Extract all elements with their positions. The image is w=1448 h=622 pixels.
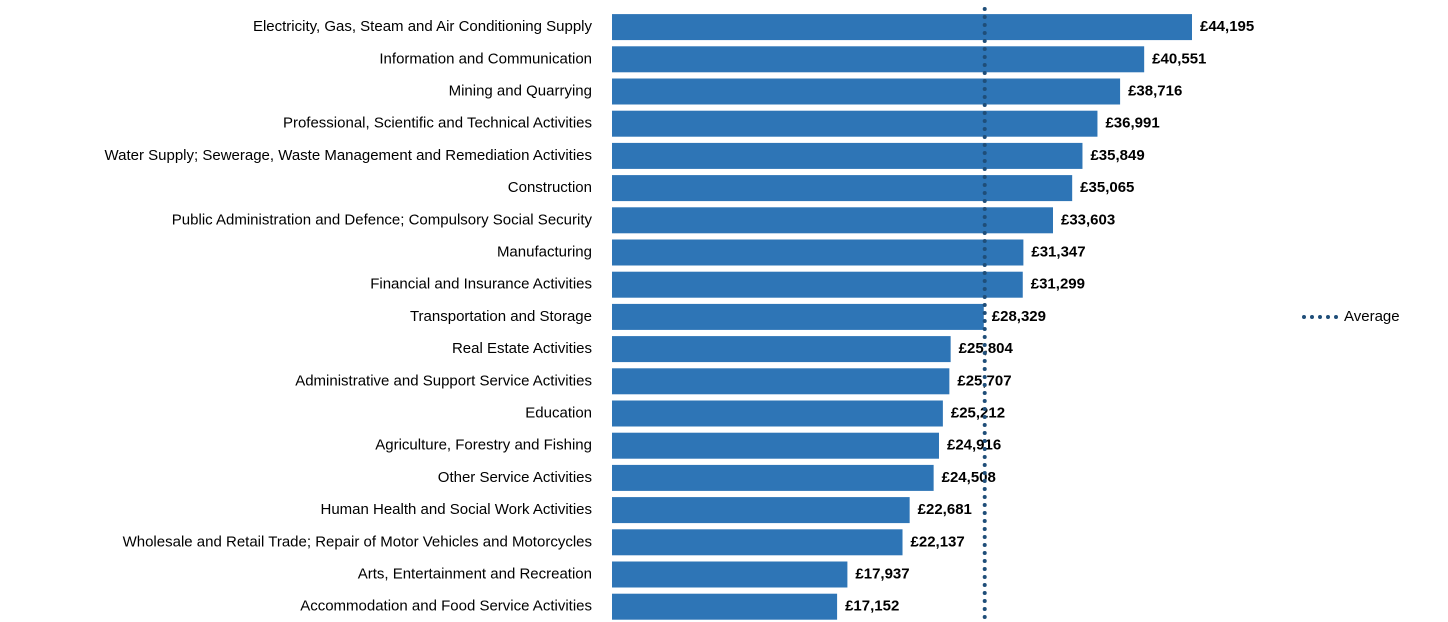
bar xyxy=(612,464,934,491)
bar xyxy=(612,368,950,395)
value-label: £22,681 xyxy=(918,501,972,518)
category-label: Wholesale and Retail Trade; Repair of Mo… xyxy=(123,533,592,550)
category-label: Transportation and Storage xyxy=(410,308,592,325)
bar xyxy=(612,110,1098,137)
category-label: Water Supply; Sewerage, Waste Management… xyxy=(105,147,592,164)
category-label: Electricity, Gas, Steam and Air Conditio… xyxy=(253,18,593,35)
value-label: £25,212 xyxy=(951,404,1005,421)
value-label: £24,916 xyxy=(947,437,1001,454)
value-label: £25,707 xyxy=(957,372,1011,389)
bar xyxy=(612,271,1023,298)
value-label: £17,152 xyxy=(845,598,899,615)
bar xyxy=(612,400,943,427)
category-label: Real Estate Activities xyxy=(452,340,592,357)
value-label: £40,551 xyxy=(1152,50,1206,67)
category-label: Accommodation and Food Service Activitie… xyxy=(300,598,592,615)
bar xyxy=(612,593,838,620)
value-label: £38,716 xyxy=(1128,82,1182,99)
bar xyxy=(612,207,1053,234)
category-label: Public Administration and Defence; Compu… xyxy=(172,211,593,228)
value-label: £28,329 xyxy=(992,308,1046,325)
value-label: £25,804 xyxy=(959,340,1014,357)
value-label: £44,195 xyxy=(1200,18,1254,35)
category-label: Arts, Entertainment and Recreation xyxy=(358,565,592,582)
category-label: Administrative and Support Service Activ… xyxy=(295,372,592,389)
value-label: £35,849 xyxy=(1090,147,1144,164)
category-label: Manufacturing xyxy=(497,243,592,260)
value-label: £17,937 xyxy=(855,565,909,582)
category-label: Agriculture, Forestry and Fishing xyxy=(375,437,592,454)
bar xyxy=(612,46,1145,73)
bar xyxy=(612,432,939,459)
value-label: £33,603 xyxy=(1061,211,1115,228)
category-label: Information and Communication xyxy=(379,50,592,67)
category-label: Other Service Activities xyxy=(438,469,592,486)
value-label: £31,299 xyxy=(1031,276,1085,293)
bar xyxy=(612,497,910,524)
category-label: Financial and Insurance Activities xyxy=(370,276,592,293)
bar xyxy=(612,78,1121,105)
category-label: Professional, Scientific and Technical A… xyxy=(283,115,592,132)
value-label: £22,137 xyxy=(911,533,965,550)
value-label: £31,347 xyxy=(1031,243,1085,260)
bar xyxy=(612,239,1024,266)
value-label: £24,508 xyxy=(942,469,996,486)
legend-label: Average xyxy=(1344,308,1400,325)
value-label: £36,991 xyxy=(1105,115,1159,132)
bar xyxy=(612,142,1083,169)
category-label: Education xyxy=(525,404,592,421)
bar xyxy=(612,14,1192,41)
value-label: £35,065 xyxy=(1080,179,1134,196)
bar xyxy=(612,175,1073,202)
category-label: Human Health and Social Work Activities xyxy=(320,501,592,518)
bar xyxy=(612,529,903,556)
category-label: Construction xyxy=(508,179,592,196)
bar xyxy=(612,561,848,588)
bar xyxy=(612,336,951,363)
bar xyxy=(612,303,984,330)
category-label: Mining and Quarrying xyxy=(449,82,592,99)
